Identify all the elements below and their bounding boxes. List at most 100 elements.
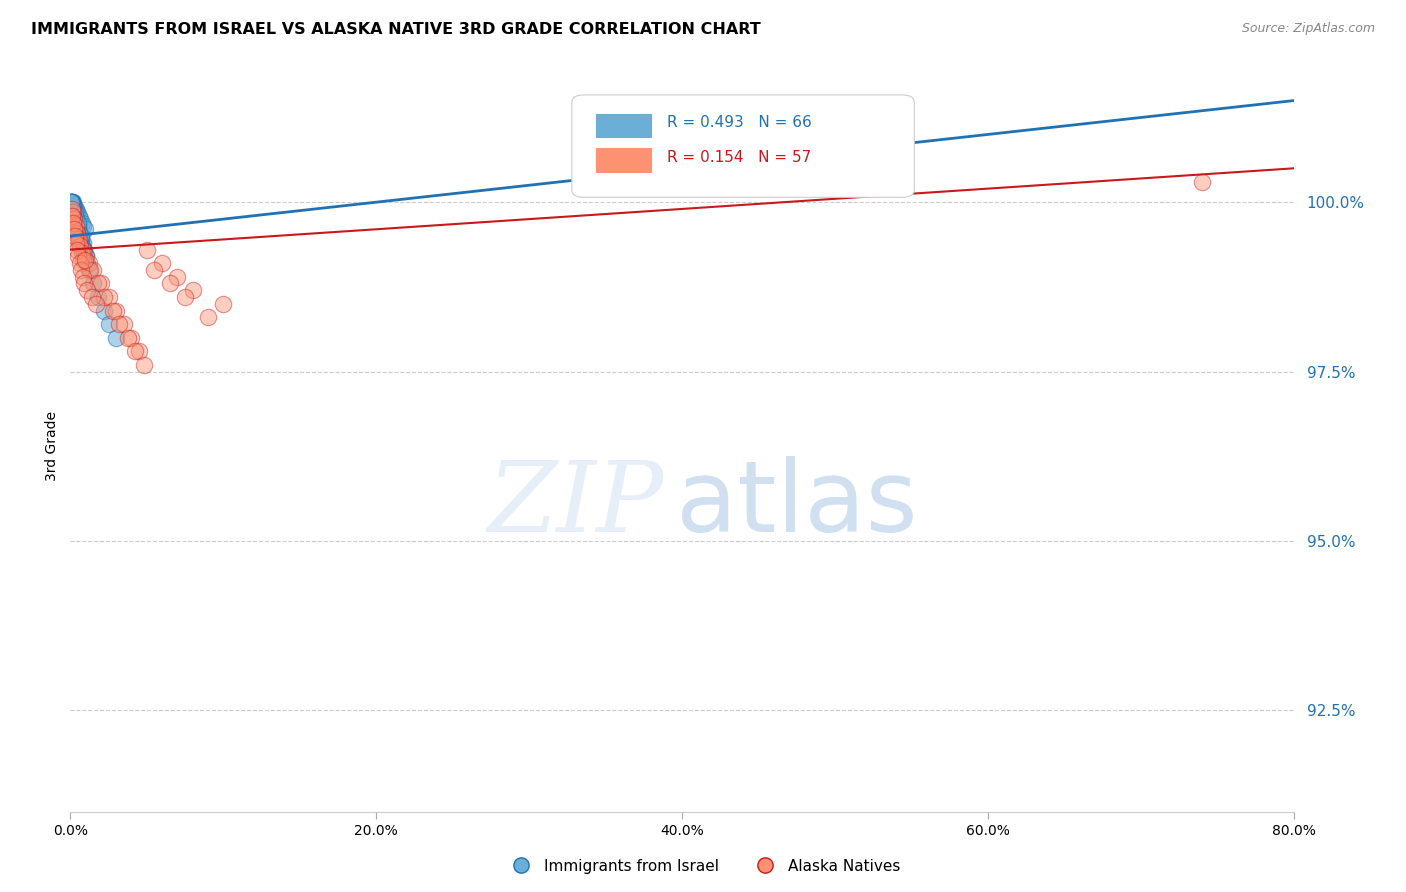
- Point: [66, 205, 89, 219]
- Point: [82, 277, 104, 291]
- Point: [72, 235, 94, 250]
- Point: [62, 202, 84, 216]
- Text: atlas: atlas: [676, 456, 918, 553]
- Point: [197, 310, 219, 325]
- Point: [60, 195, 83, 210]
- Point: [69, 229, 91, 244]
- Point: [67, 232, 90, 246]
- Point: [63, 212, 86, 227]
- Point: [63, 222, 86, 236]
- Point: [69, 222, 91, 236]
- Point: [65, 219, 87, 233]
- Point: [70, 239, 93, 253]
- FancyBboxPatch shape: [572, 95, 914, 197]
- Point: [60, 205, 83, 219]
- Point: [69, 232, 91, 246]
- Point: [69, 256, 91, 270]
- Point: [73, 277, 96, 291]
- Point: [97, 290, 120, 304]
- Point: [60, 198, 83, 212]
- Point: [82, 263, 104, 277]
- Point: [70, 229, 93, 244]
- Point: [117, 331, 139, 345]
- Point: [60, 195, 83, 210]
- Point: [60, 202, 83, 216]
- Point: [63, 229, 86, 244]
- Text: Source: ZipAtlas.com: Source: ZipAtlas.com: [1241, 22, 1375, 36]
- Point: [60, 195, 83, 210]
- Point: [1191, 175, 1213, 189]
- Point: [60, 209, 83, 223]
- Point: [60, 202, 83, 216]
- Point: [112, 317, 135, 331]
- Point: [70, 263, 93, 277]
- Point: [212, 297, 235, 311]
- Point: [67, 249, 90, 263]
- Point: [80, 290, 103, 304]
- Point: [150, 256, 173, 270]
- Point: [76, 283, 98, 297]
- Point: [62, 198, 84, 212]
- Point: [135, 243, 157, 257]
- Point: [143, 263, 166, 277]
- Point: [63, 209, 86, 223]
- Point: [166, 269, 188, 284]
- Point: [67, 226, 90, 240]
- Point: [70, 235, 93, 250]
- Point: [63, 226, 86, 240]
- Point: [70, 246, 93, 260]
- Point: [65, 235, 87, 250]
- Point: [108, 317, 131, 331]
- Point: [65, 212, 87, 227]
- Point: [62, 215, 84, 229]
- Point: [62, 219, 84, 233]
- Point: [69, 239, 91, 253]
- Point: [93, 290, 115, 304]
- Point: [67, 209, 90, 223]
- Point: [87, 290, 110, 304]
- Point: [72, 269, 94, 284]
- Point: [63, 229, 86, 244]
- Point: [73, 243, 96, 257]
- Point: [62, 222, 84, 236]
- Point: [132, 358, 155, 372]
- Point: [69, 235, 91, 250]
- Point: [66, 219, 89, 233]
- Point: [77, 263, 100, 277]
- Point: [62, 212, 84, 227]
- Point: [62, 222, 84, 236]
- Point: [87, 277, 110, 291]
- Point: [63, 198, 86, 212]
- Bar: [596, 148, 651, 171]
- Text: R = 0.154   N = 57: R = 0.154 N = 57: [668, 150, 811, 165]
- Point: [65, 202, 87, 216]
- Point: [66, 215, 89, 229]
- Point: [105, 303, 128, 318]
- Point: [63, 215, 86, 229]
- Point: [60, 202, 83, 216]
- Point: [90, 277, 112, 291]
- Point: [66, 229, 89, 244]
- Point: [72, 252, 94, 267]
- Point: [66, 226, 89, 240]
- Point: [65, 205, 87, 219]
- Point: [59, 195, 82, 210]
- Point: [79, 263, 101, 277]
- Point: [62, 195, 84, 210]
- Point: [69, 212, 91, 227]
- Point: [76, 256, 98, 270]
- Legend: Immigrants from Israel, Alaska Natives: Immigrants from Israel, Alaska Natives: [499, 853, 907, 880]
- Point: [77, 256, 100, 270]
- Point: [73, 252, 96, 267]
- Point: [73, 249, 96, 263]
- Point: [62, 198, 84, 212]
- Point: [72, 243, 94, 257]
- Point: [62, 209, 84, 223]
- Point: [59, 195, 82, 210]
- Bar: [596, 114, 651, 137]
- Point: [62, 209, 84, 223]
- Text: ZIP: ZIP: [488, 457, 664, 552]
- Point: [121, 331, 143, 345]
- Point: [70, 215, 93, 229]
- Point: [62, 215, 84, 229]
